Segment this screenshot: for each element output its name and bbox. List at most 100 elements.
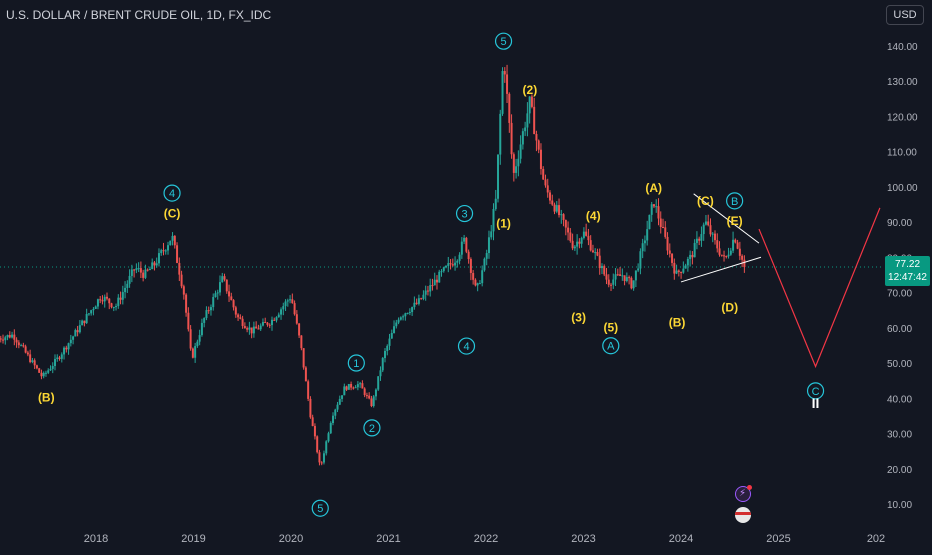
- candle-body: [182, 286, 185, 295]
- candle-body: [124, 287, 127, 293]
- candle-body: [548, 192, 551, 201]
- candle-body: [506, 74, 509, 94]
- candle-body: [578, 241, 581, 244]
- candle-body: [363, 388, 366, 396]
- candle-body: [148, 268, 151, 271]
- candle-body: [368, 395, 371, 399]
- candle-body: [666, 236, 669, 251]
- candle-body: [424, 290, 427, 295]
- candle-body: [458, 254, 461, 261]
- candle-body: [336, 404, 339, 410]
- candle-body: [630, 277, 633, 289]
- candle-body: [270, 319, 273, 326]
- candle-body: [191, 348, 194, 358]
- candle-body: [223, 276, 226, 280]
- candle-body: [476, 283, 479, 286]
- triangle-upper-line[interactable]: [693, 193, 760, 244]
- candle-body: [567, 227, 570, 233]
- candle-body: [255, 326, 258, 329]
- candle-body: [725, 256, 728, 258]
- candle-body: [546, 185, 549, 193]
- candle-body: [359, 383, 362, 385]
- candle-body: [49, 368, 52, 371]
- candle-body: [83, 320, 86, 324]
- candle-body: [503, 71, 506, 75]
- candle-body: [164, 250, 167, 252]
- candle-body: [623, 275, 626, 282]
- candle-body: [625, 277, 628, 282]
- wave-label: (5): [603, 320, 618, 334]
- candle-body: [406, 313, 409, 315]
- candle-body: [598, 255, 601, 269]
- candle-body: [155, 263, 158, 266]
- candle-body: [26, 352, 29, 355]
- candle-body: [693, 242, 696, 258]
- candle-body: [603, 266, 606, 275]
- candle-body: [33, 360, 36, 366]
- us-flag-icon[interactable]: [735, 507, 751, 523]
- candle-body: [219, 282, 222, 293]
- candle-body: [293, 303, 296, 315]
- candle-body: [361, 383, 364, 389]
- candle-body: [248, 327, 251, 330]
- wave-label: B: [731, 196, 738, 208]
- candle-body: [69, 339, 72, 344]
- y-tick-label: 60.00: [887, 324, 912, 335]
- projection-path[interactable]: [758, 207, 881, 369]
- candle-body: [352, 387, 355, 389]
- candle-body: [689, 254, 692, 259]
- candle-body: [273, 319, 276, 321]
- candle-body: [377, 376, 380, 390]
- candle-body: [474, 279, 477, 286]
- candle-body: [535, 134, 538, 141]
- candle-body: [58, 357, 61, 359]
- candle-body: [707, 221, 710, 226]
- candle-body: [580, 237, 583, 244]
- candle-body: [264, 321, 267, 323]
- wave-label: 1: [353, 358, 359, 370]
- candle-body: [641, 243, 644, 252]
- wave-label-circle: [455, 204, 474, 223]
- candle-body: [237, 314, 240, 318]
- x-tick-label: 2025: [766, 533, 790, 545]
- candle-body: [282, 306, 285, 310]
- candle-body: [537, 140, 540, 150]
- lightning-icon[interactable]: [735, 485, 752, 502]
- candle-body: [370, 398, 373, 407]
- candle-body: [110, 303, 113, 308]
- candle-body: [519, 144, 522, 159]
- candle-body: [668, 250, 671, 254]
- candle-body: [221, 276, 224, 283]
- candle-body: [713, 233, 716, 241]
- x-tick-label: 2024: [669, 533, 693, 545]
- candle-body: [128, 275, 131, 284]
- candle-body: [526, 113, 529, 128]
- candle-body: [126, 283, 129, 288]
- y-tick-label: 40.00: [887, 394, 912, 405]
- wave-label-circle: [311, 499, 329, 517]
- candle-body: [318, 452, 321, 463]
- candle-body: [483, 258, 486, 271]
- candle-body: [338, 398, 341, 405]
- candle-body: [605, 274, 608, 280]
- candle-body: [44, 372, 47, 374]
- candle-body: [169, 240, 172, 246]
- candle-body: [718, 248, 721, 255]
- y-tick-label: 30.00: [887, 430, 912, 441]
- candle-body: [422, 294, 425, 299]
- y-tick-label: 20.00: [887, 465, 912, 476]
- triangle-lower-line[interactable]: [680, 256, 762, 283]
- candle-body: [259, 325, 262, 330]
- candle-body: [232, 300, 235, 308]
- currency-button[interactable]: USD: [886, 5, 924, 25]
- candle-body: [313, 426, 316, 437]
- candle-body: [94, 306, 97, 309]
- candle-body: [153, 262, 156, 266]
- wave-label: 5: [317, 503, 323, 515]
- symbol-title[interactable]: U.S. DOLLAR / BRENT CRUDE OIL, 1D, FX_ID…: [6, 8, 272, 22]
- candle-body: [209, 307, 212, 311]
- candle-body: [160, 250, 163, 254]
